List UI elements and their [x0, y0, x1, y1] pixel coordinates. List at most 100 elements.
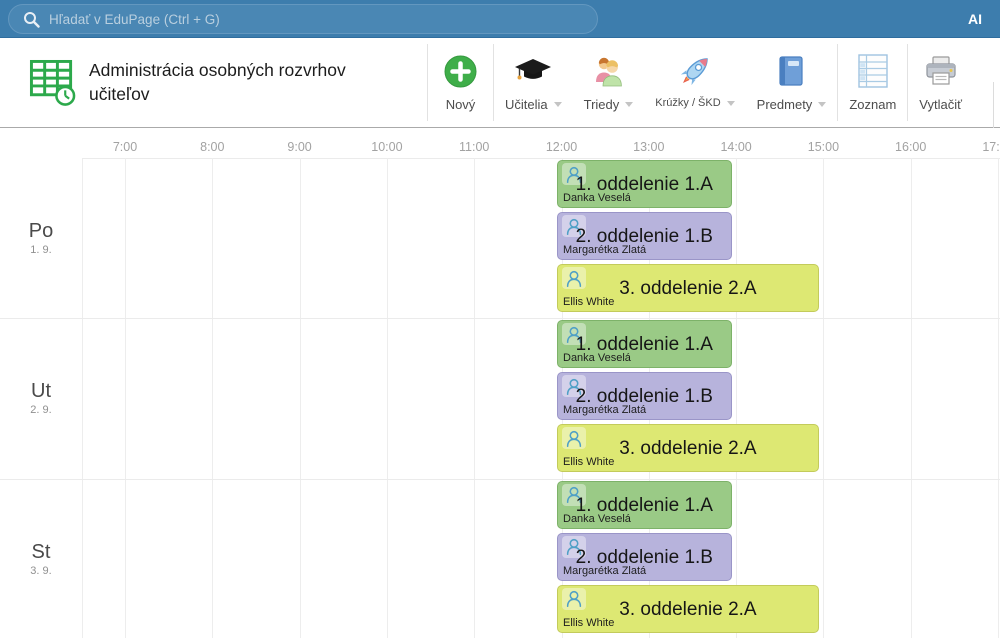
toolbar-divider — [493, 44, 494, 121]
day-label: Po — [28, 220, 54, 243]
day-row-divider — [0, 318, 1000, 320]
toolbar-button-label: Vytlačiť — [919, 97, 962, 112]
hour-gridline — [299, 158, 301, 638]
list-view-button[interactable]: Zoznam — [838, 38, 907, 127]
time-label: 12:00 — [545, 140, 578, 154]
book-icon — [777, 48, 805, 94]
event-block[interactable]: 1. oddelenie 1.A Danka Veselá — [557, 160, 732, 208]
event-title: 3. oddelenie 2.A — [619, 278, 757, 299]
hour-gridline — [474, 158, 476, 638]
chevron-down-icon — [818, 102, 827, 107]
classes-button[interactable]: Triedy — [573, 38, 645, 127]
event-block[interactable]: 3. oddelenie 2.A Ellis White — [557, 264, 819, 312]
chevron-down-icon — [553, 102, 562, 107]
timetable-grid: 7:00 8:00 9:00 10:00 11:00 12:00 13:00 14:00 15:… — [0, 128, 1000, 638]
time-label: 17:00 — [982, 140, 1000, 154]
toolbar-divider — [427, 44, 428, 121]
hour-gridline — [736, 158, 738, 638]
time-label: 9:00 — [287, 140, 312, 154]
day-label-cell: Ut 2. 9. — [0, 318, 82, 478]
hour-gridline — [125, 158, 126, 638]
event-teacher: Danka Veselá — [563, 352, 631, 365]
event-title: 2. oddelenie 1.B — [575, 546, 713, 568]
toolbar-divider — [837, 44, 839, 121]
event-title: 1. oddelenie 1.A — [575, 174, 713, 195]
event-teacher: Ellis White — [563, 296, 615, 308]
header-toolbar: Administrácia osobných rozvrhov učiteľov… — [0, 38, 1000, 162]
day-label: Ut — [31, 380, 51, 403]
new-button[interactable]: Nový — [428, 38, 493, 127]
toolbar-button-label: Učitelia — [505, 97, 548, 112]
toolbar-button-label: Predmety — [756, 97, 813, 112]
page-title: Administrácia osobných rozvrhov učiteľov — [89, 59, 346, 104]
person-icon — [562, 535, 586, 558]
event-title: 1. oddelenie 1.A — [575, 334, 713, 356]
event-block[interactable]: 2. oddelenie 1.B Margarétka Zlatá — [557, 372, 732, 421]
person-icon — [562, 267, 586, 289]
toolbar-button-label: Zoznam — [849, 97, 897, 112]
clubs-button[interactable]: Krúžky / ŠKD — [644, 38, 745, 127]
event-teacher: Danka Veselá — [563, 192, 631, 204]
day-label-cell: Po 1. 9. — [0, 158, 82, 318]
time-label: 7:00 — [112, 140, 138, 154]
day-row-divider — [0, 478, 1000, 480]
person-icon — [562, 587, 586, 610]
toolbar-button-label: Krúžky / ŠKD — [655, 97, 721, 109]
person-icon — [562, 427, 586, 450]
search-icon — [24, 11, 40, 28]
event-block[interactable]: 3. oddelenie 2.A Ellis White — [557, 424, 819, 473]
event-teacher: Ellis White — [563, 456, 615, 469]
hour-gridline — [910, 158, 912, 638]
event-teacher: Margarétka Zlatá — [563, 404, 647, 417]
time-label: 15:00 — [807, 140, 840, 154]
timetable-admin-icon — [29, 59, 76, 106]
app-section: Administrácia osobných rozvrhov učiteľov — [0, 38, 427, 127]
graduation-cap-icon — [513, 48, 553, 94]
event-block[interactable]: 3. oddelenie 2.A Ellis White — [557, 584, 819, 633]
search-input[interactable]: Hľadať v EduPage (Ctrl + G) — [8, 4, 598, 34]
toolbar-button-label: Triedy — [583, 97, 620, 112]
hour-gridline — [212, 158, 214, 638]
time-label: 16:00 — [895, 140, 927, 154]
subjects-button[interactable]: Predmety — [746, 38, 838, 127]
hour-gridline — [823, 158, 825, 638]
chevron-down-icon — [625, 102, 634, 107]
toolbar-button-label: Nový — [445, 97, 476, 112]
time-label: 8:00 — [200, 140, 225, 154]
plus-icon — [444, 48, 477, 94]
person-icon — [562, 323, 586, 346]
students-icon — [590, 48, 626, 94]
event-teacher: Danka Veselá — [563, 512, 631, 525]
ai-menu-item[interactable]: AI — [968, 11, 982, 27]
teachers-button[interactable]: Učitelia — [494, 38, 573, 127]
day-date: 3. 9. — [30, 564, 52, 577]
day-label-cell: St 3. 9. — [0, 479, 82, 638]
grid-top-line — [82, 158, 1000, 159]
day-date: 1. 9. — [30, 244, 52, 257]
topbar: Hľadať v EduPage (Ctrl + G) AI — [0, 0, 1000, 38]
toolbar-divider — [907, 44, 909, 121]
event-block[interactable]: 1. oddelenie 1.A Danka Veselá — [557, 480, 732, 529]
grid-column-boundary — [82, 158, 83, 638]
event-title: 2. oddelenie 1.B — [575, 226, 713, 247]
list-icon — [857, 48, 889, 94]
event-teacher: Ellis White — [563, 616, 615, 629]
person-icon — [562, 483, 586, 506]
event-block[interactable]: 2. oddelenie 1.B Margarétka Zlatá — [557, 532, 732, 581]
printer-icon — [923, 48, 959, 94]
person-icon — [562, 215, 586, 237]
event-block[interactable]: 2. oddelenie 1.B Margarétka Zlatá — [557, 212, 732, 260]
event-teacher: Margarétka Zlatá — [563, 564, 647, 577]
time-label: 11:00 — [459, 140, 490, 154]
event-title: 3. oddelenie 2.A — [619, 598, 757, 620]
event-block[interactable]: 1. oddelenie 1.A Danka Veselá — [557, 320, 732, 369]
rocket-icon — [677, 48, 713, 94]
chevron-down-icon — [726, 100, 735, 106]
hour-gridline — [998, 158, 999, 638]
print-button[interactable]: Vytlačiť — [908, 38, 973, 127]
day-date: 2. 9. — [30, 404, 52, 417]
person-icon — [562, 375, 586, 398]
event-title: 2. oddelenie 1.B — [575, 386, 713, 408]
event-title: 1. oddelenie 1.A — [575, 494, 713, 516]
